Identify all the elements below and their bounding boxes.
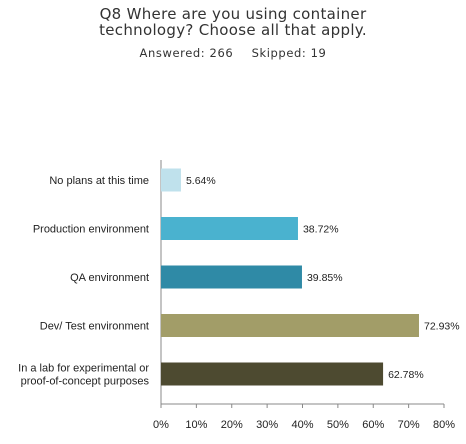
x-tick-label-5: 50%: [327, 419, 349, 431]
category-label-3: QA environment: [70, 272, 149, 284]
bar-4: [161, 314, 419, 337]
skipped-count: Skipped: 19: [251, 46, 327, 60]
bar-1: [161, 168, 181, 192]
category-label-4: Dev/ Test environment: [40, 321, 149, 333]
chart-title: Q8 Where are you using container technol…: [0, 6, 466, 38]
category-label-5-line-1: In a lab for experimental or: [18, 363, 149, 375]
chart-title-line-2: technology? Choose all that apply.: [99, 21, 367, 39]
x-tick-label-4: 40%: [291, 419, 313, 431]
answered-count: Answered: 266: [139, 46, 234, 60]
category-label-1: No plans at this time: [49, 175, 149, 187]
value-label-2: 38.72%: [303, 224, 339, 236]
bar-2: [161, 217, 298, 240]
bar-5: [161, 362, 384, 386]
value-label-5: 62.78%: [388, 369, 424, 381]
x-tick-label-6: 60%: [362, 419, 384, 431]
x-tick-label-8: 80%: [433, 419, 455, 431]
x-tick-label-3: 30%: [256, 419, 278, 431]
chart-title-line-1: Q8 Where are you using container: [99, 5, 367, 23]
x-tick-label-1: 10%: [185, 419, 207, 431]
value-label-4: 72.93%: [424, 321, 460, 333]
x-tick-label-7: 70%: [398, 419, 420, 431]
bar-3: [161, 265, 302, 289]
category-label-2: Production environment: [33, 224, 149, 236]
category-label-5-line-2: proof-of-concept purposes: [21, 376, 150, 388]
response-stats: Answered: 266 Skipped: 19: [0, 46, 466, 60]
x-tick-label-0: 0%: [153, 419, 169, 431]
x-tick-label-2: 20%: [221, 419, 243, 431]
value-label-3: 39.85%: [307, 272, 343, 284]
value-label-1: 5.64%: [186, 175, 216, 187]
